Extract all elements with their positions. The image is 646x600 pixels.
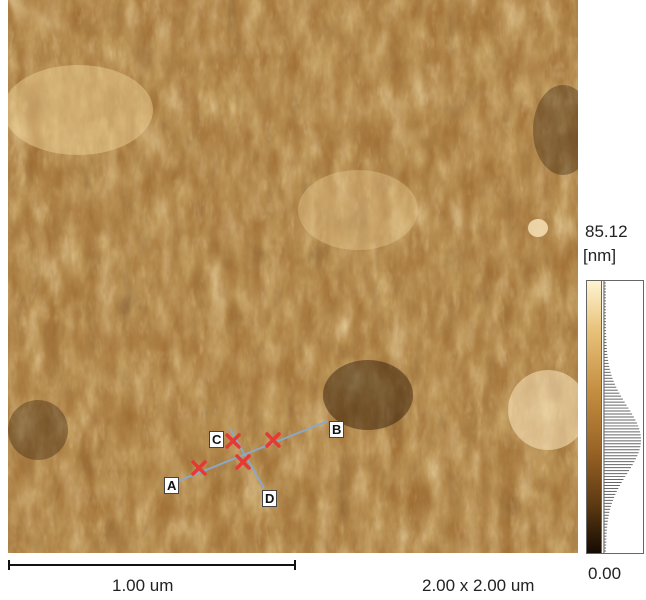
image-size-label: 2.00 x 2.00 um <box>422 576 535 595</box>
scalebar-label: 1.00 um <box>112 576 174 595</box>
colorbar <box>586 280 602 554</box>
marker-label-a: A <box>164 477 180 494</box>
colorbar-max-label: 85.12 <box>585 222 628 241</box>
x-cross-marker-icon[interactable] <box>265 432 281 448</box>
marker-label-b: B <box>329 421 345 438</box>
scalebar-tick-left <box>8 560 10 570</box>
x-cross-marker-icon[interactable] <box>191 460 207 476</box>
scalebar <box>8 564 296 566</box>
marker-label-c: C <box>209 431 225 448</box>
x-cross-marker-icon[interactable] <box>225 433 241 449</box>
afm-height-image <box>8 0 578 553</box>
colorbar-min-label: 0.00 <box>588 564 622 583</box>
colorbar-unit-label: [nm] <box>583 246 617 265</box>
scalebar-tick-right <box>294 560 296 570</box>
marker-label-d: D <box>262 490 278 507</box>
height-histogram <box>602 280 644 554</box>
x-cross-marker-icon[interactable] <box>235 454 251 470</box>
